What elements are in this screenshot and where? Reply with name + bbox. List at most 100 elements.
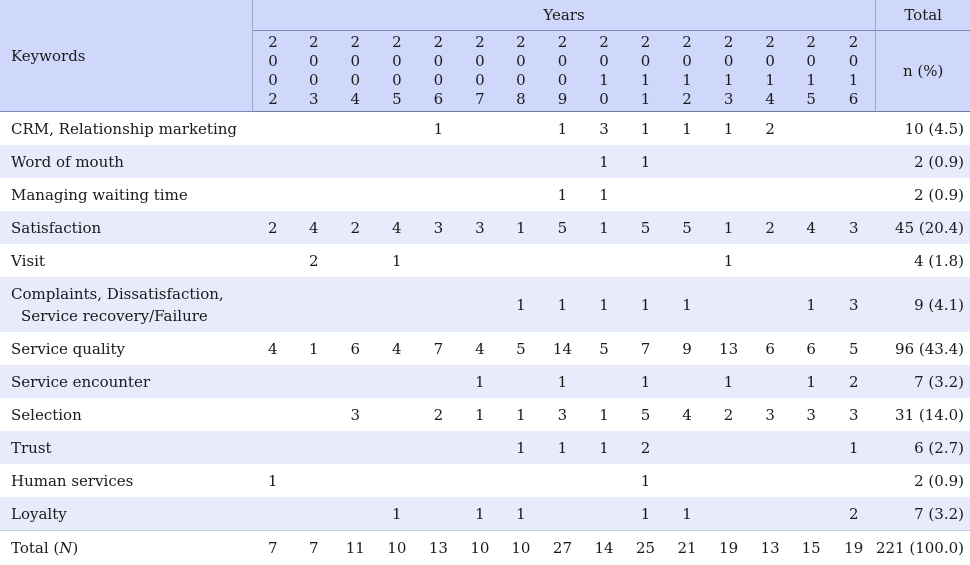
year-header-2012: 2012 bbox=[666, 30, 708, 112]
count-cell-2008: 1 bbox=[500, 497, 542, 531]
year-header-2015: 2015 bbox=[790, 30, 832, 112]
totals-row: Total (N) 7 7 11 10 13 10 10 27 14 25 21 19 13 15 19 221… bbox=[0, 530, 970, 564]
count-cell-2009: 3 bbox=[557, 405, 568, 424]
count-cell-2003 bbox=[293, 365, 335, 398]
count-cell-2014: 2 bbox=[749, 211, 791, 244]
year-total-cell-2014: 13 bbox=[749, 530, 791, 564]
table-row: Selection 3 2 1 1 3 1 5 4 2 3 3 3 31 (14.0) bbox=[0, 398, 970, 431]
table-row: Service quality 4 1 6 4 7 4 5 14 5 7 9 13 6 6 5 96 (43.4… bbox=[0, 332, 970, 365]
keyword-cell: Service quality bbox=[0, 332, 252, 365]
count-cell-2010: 1 bbox=[599, 185, 609, 204]
year-label: 2011 bbox=[640, 33, 651, 108]
count-cell-2010: 1 bbox=[583, 277, 625, 332]
count-cell-2015: 1 bbox=[790, 277, 832, 332]
totals-label-cell: Total (N) bbox=[0, 530, 253, 564]
count-cell-2013 bbox=[708, 464, 750, 497]
count-cell-2015 bbox=[790, 431, 832, 464]
keyword-label: CRM, Relationship marketing bbox=[11, 119, 238, 138]
count-cell-2007: 1 bbox=[459, 365, 501, 398]
years-group-header: Years bbox=[252, 0, 877, 31]
keyword-cell: Visit bbox=[0, 244, 252, 277]
keyword-label: Service quality bbox=[11, 339, 125, 358]
keyword-cell: Service encounter bbox=[0, 365, 253, 398]
count-cell-2013 bbox=[707, 145, 750, 178]
count-cell-2013: 1 bbox=[707, 365, 750, 398]
year-header-2006: 2006 bbox=[417, 30, 460, 112]
count-cell-2004 bbox=[334, 431, 377, 464]
keyword-label: Trust bbox=[11, 438, 52, 457]
count-cell-2012: 5 bbox=[666, 211, 708, 244]
count-cell-2011 bbox=[625, 178, 667, 211]
count-cell-2006 bbox=[417, 431, 460, 464]
count-cell-2010: 1 bbox=[599, 405, 609, 424]
count-cell-2014 bbox=[749, 431, 791, 464]
table-row: Loyalty 1 1 1 1 1 2 7 (3.2) bbox=[0, 497, 970, 531]
grand-total-cell: 221 (100.0) bbox=[875, 530, 970, 564]
totals-label-n: N bbox=[59, 538, 73, 557]
count-cell-2004: 3 bbox=[350, 405, 361, 424]
keyword-label: Managing waiting time bbox=[11, 185, 188, 204]
count-cell-2003 bbox=[293, 497, 335, 531]
count-cell-2016 bbox=[832, 112, 876, 146]
count-cell-2007: 4 bbox=[475, 339, 485, 358]
count-cell-2010 bbox=[583, 365, 625, 398]
year-label: 2004 bbox=[350, 33, 361, 108]
count-cell-2003 bbox=[293, 398, 334, 431]
count-cell-2015 bbox=[791, 178, 832, 211]
count-cell-2002 bbox=[252, 277, 294, 332]
count-cell-2011: 1 bbox=[624, 277, 667, 332]
keyword-cell: Complaints, Dissatisfaction, Service reco… bbox=[0, 277, 253, 332]
count-cell-2004 bbox=[334, 277, 377, 332]
year-total-cell-2012: 21 bbox=[666, 530, 708, 564]
count-cell-2006 bbox=[417, 365, 460, 398]
count-cell-2006: 1 bbox=[433, 119, 444, 138]
year-label: 2009 bbox=[557, 33, 568, 108]
count-cell-2006 bbox=[417, 277, 460, 332]
count-cell-2009 bbox=[541, 497, 584, 531]
count-cell-2003: 2 bbox=[308, 251, 319, 270]
keyword-cell: Trust bbox=[0, 431, 253, 464]
count-cell-2007 bbox=[459, 178, 500, 211]
count-cell-2006: 7 bbox=[433, 339, 444, 358]
year-header-2011: 2011 bbox=[624, 30, 667, 112]
table-row: CRM, Relationship marketing 1 1 3 1 1 1 2 10 (4.… bbox=[0, 112, 970, 146]
keyword-label: Human services bbox=[11, 471, 134, 490]
count-cell-2014 bbox=[749, 277, 791, 332]
count-cell-2005 bbox=[376, 178, 417, 211]
count-cell-2002 bbox=[252, 145, 294, 178]
count-cell-2005 bbox=[376, 145, 418, 178]
count-cell-2007 bbox=[459, 431, 501, 464]
keyword-label: Visit bbox=[11, 251, 45, 270]
year-total-cell-2010: 14 bbox=[583, 530, 625, 564]
year-label: 2005 bbox=[392, 33, 402, 108]
count-cell-2010 bbox=[583, 244, 624, 277]
count-cell-2009: 1 bbox=[557, 119, 568, 138]
count-cell-2013: 1 bbox=[723, 251, 734, 270]
count-cell-2007: 3 bbox=[459, 211, 501, 244]
count-cell-2005: 1 bbox=[376, 497, 418, 531]
year-header-2002: 2002 bbox=[252, 30, 294, 112]
count-cell-2016 bbox=[832, 244, 876, 277]
count-cell-2003 bbox=[293, 112, 334, 146]
count-cell-2009 bbox=[541, 464, 583, 497]
count-cell-2016: 5 bbox=[848, 339, 859, 358]
count-cell-2016 bbox=[832, 178, 876, 211]
count-cell-2016: 3 bbox=[831, 277, 876, 332]
count-cell-2016 bbox=[832, 464, 876, 497]
year-header-2005: 2005 bbox=[376, 30, 418, 112]
count-cell-2002 bbox=[252, 244, 293, 277]
row-total-cell: 7 (3.2) bbox=[875, 497, 970, 531]
year-label: 2006 bbox=[433, 33, 444, 108]
table-row: Visit 2 1 1 4 (1.8) bbox=[0, 244, 970, 277]
row-total-cell: 9 (4.1) bbox=[875, 277, 970, 332]
count-cell-2005 bbox=[376, 365, 418, 398]
count-cell-2013: 1 bbox=[723, 119, 734, 138]
count-cell-2015 bbox=[790, 145, 832, 178]
count-cell-2005 bbox=[376, 398, 417, 431]
count-cell-2013 bbox=[708, 178, 750, 211]
count-cell-2016: 2 bbox=[831, 497, 876, 531]
count-cell-2012 bbox=[666, 365, 708, 398]
year-label: 2007 bbox=[475, 33, 485, 108]
count-cell-2010: 1 bbox=[583, 431, 625, 464]
